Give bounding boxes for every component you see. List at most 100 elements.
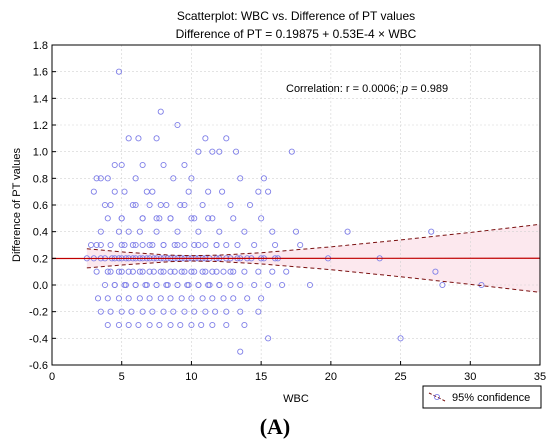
- data-point: [223, 135, 230, 142]
- data-point: [181, 161, 188, 169]
- y-tick-label: 1.2: [33, 120, 48, 132]
- data-point: [288, 148, 295, 155]
- x-tick-label: 35: [534, 371, 546, 383]
- data-point: [174, 121, 181, 129]
- data-point: [205, 215, 212, 222]
- data-point: [255, 308, 262, 315]
- data-point: [167, 268, 174, 275]
- data-point: [136, 228, 143, 235]
- data-point: [202, 308, 209, 315]
- data-point: [97, 175, 104, 182]
- data-point: [160, 161, 167, 169]
- y-tick-label: 1.6: [33, 67, 48, 79]
- data-point: [188, 268, 195, 275]
- data-point: [216, 148, 223, 155]
- correlation-annotation: Correlation: r = 0.0006; p = 0.989: [286, 83, 448, 95]
- data-point: [121, 188, 128, 195]
- data-point: [163, 281, 170, 289]
- data-point: [139, 241, 146, 249]
- data-point: [93, 241, 100, 249]
- data-point: [428, 228, 435, 235]
- data-point: [230, 268, 237, 275]
- data-point: [258, 215, 265, 222]
- x-tick-label: 25: [394, 371, 406, 383]
- data-point: [139, 268, 146, 275]
- data-point: [202, 241, 209, 249]
- data-point: [237, 281, 244, 289]
- data-point: [230, 295, 237, 302]
- data-point: [174, 241, 181, 249]
- data-point: [181, 268, 188, 275]
- data-point: [237, 175, 244, 182]
- data-point: [227, 281, 234, 289]
- data-point: [297, 241, 304, 249]
- data-point: [251, 241, 258, 249]
- data-point: [227, 201, 234, 209]
- data-point: [195, 281, 202, 289]
- data-point: [107, 201, 114, 209]
- data-point: [118, 241, 125, 249]
- y-tick-label: 0.4: [33, 227, 48, 239]
- data-point: [149, 308, 156, 315]
- data-point: [125, 268, 132, 275]
- data-point: [132, 201, 139, 209]
- data-point: [97, 241, 104, 249]
- data-point: [255, 268, 262, 275]
- data-point: [244, 295, 251, 302]
- y-axis-label: Difference of PT values: [11, 148, 23, 262]
- data-point: [237, 348, 244, 355]
- data-point: [94, 295, 102, 302]
- data-point: [146, 295, 153, 302]
- data-point: [146, 241, 153, 249]
- data-point: [149, 188, 156, 195]
- data-point: [136, 295, 143, 302]
- data-point: [269, 268, 276, 275]
- panel-label: (A): [259, 414, 291, 439]
- data-point: [160, 308, 167, 315]
- data-point: [216, 281, 223, 289]
- data-point: [111, 281, 118, 289]
- data-point: [171, 241, 178, 249]
- data-point: [153, 228, 160, 235]
- data-point: [160, 241, 167, 249]
- data-point: [167, 321, 174, 329]
- data-point: [181, 241, 188, 249]
- data-point: [397, 335, 404, 342]
- data-point: [167, 215, 174, 222]
- y-tick-label: 1.0: [33, 147, 48, 159]
- data-point: [118, 161, 125, 169]
- data-point: [251, 281, 258, 289]
- data-point: [104, 321, 111, 329]
- y-tick-label: -0.2: [29, 307, 48, 319]
- data-point: [149, 241, 156, 249]
- data-point: [125, 228, 132, 235]
- correlation-suffix: = 0.989: [408, 83, 448, 95]
- data-point: [191, 308, 198, 315]
- data-point: [93, 175, 100, 182]
- data-point: [157, 268, 164, 275]
- data-point: [279, 281, 286, 289]
- data-point: [111, 188, 118, 195]
- data-point: [199, 295, 206, 302]
- data-point: [219, 188, 226, 195]
- data-point: [104, 295, 111, 302]
- legend-swatch-line: [428, 392, 446, 402]
- data-point: [146, 268, 153, 275]
- data-point: [237, 308, 244, 315]
- data-point: [199, 201, 206, 209]
- x-tick-label: 0: [49, 371, 55, 383]
- data-point: [118, 268, 125, 275]
- data-point: [269, 228, 276, 235]
- data-point: [135, 135, 142, 142]
- x-axis-label: WBC: [283, 393, 309, 405]
- data-point: [223, 321, 230, 329]
- data-point: [246, 201, 254, 209]
- data-point: [260, 175, 267, 182]
- x-tick-label: 10: [185, 371, 197, 383]
- data-point: [153, 281, 160, 289]
- data-point: [170, 308, 177, 315]
- data-point: [223, 308, 230, 315]
- data-point: [191, 268, 198, 275]
- y-tick-label: 1.4: [33, 93, 48, 105]
- data-point: [188, 215, 195, 222]
